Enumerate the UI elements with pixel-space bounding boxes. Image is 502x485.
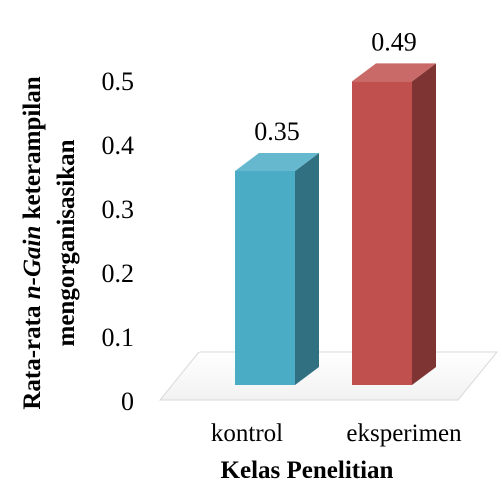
x-category-label: eksperimen [346, 420, 462, 447]
bar-kontrol [235, 153, 319, 385]
x-category-label: kontrol [211, 420, 283, 447]
bar-side [412, 63, 436, 386]
y-axis-title: Rata-rata n-Gain keterampilan [19, 76, 46, 409]
x-axis-title: Kelas Penelitian [221, 457, 394, 484]
bar-side [295, 153, 319, 385]
y-tick-label: 0 [121, 387, 134, 416]
y-tick-label: 0.3 [102, 195, 135, 224]
y-tick-label: 0.1 [102, 323, 135, 352]
data-label: 0.49 [371, 27, 417, 56]
y-axis-title-part-2: n-Gain [19, 226, 46, 300]
bar-eksperimen [352, 63, 436, 386]
bar-front [235, 171, 295, 385]
data-label: 0.35 [254, 117, 300, 146]
y-tick-label: 0.5 [102, 67, 135, 96]
y-axis-ticks: 0 0.1 0.2 0.3 0.4 0.5 [102, 67, 135, 416]
y-axis-title-line-2: mengorganisasikan [53, 139, 80, 346]
bar-front [352, 81, 412, 386]
y-axis-title-part-3: keterampilan [19, 76, 46, 225]
bars [235, 63, 436, 386]
data-labels: 0.35 0.49 [254, 27, 417, 146]
bar-top [352, 63, 436, 82]
chart-floor [158, 351, 499, 401]
y-tick-label: 0.2 [102, 259, 135, 288]
x-axis-categories: kontrol eksperimen [211, 420, 462, 447]
bar-top [235, 153, 319, 171]
y-axis-title-part-1: Rata-rata [19, 299, 46, 409]
y-tick-label: 0.4 [102, 131, 135, 160]
